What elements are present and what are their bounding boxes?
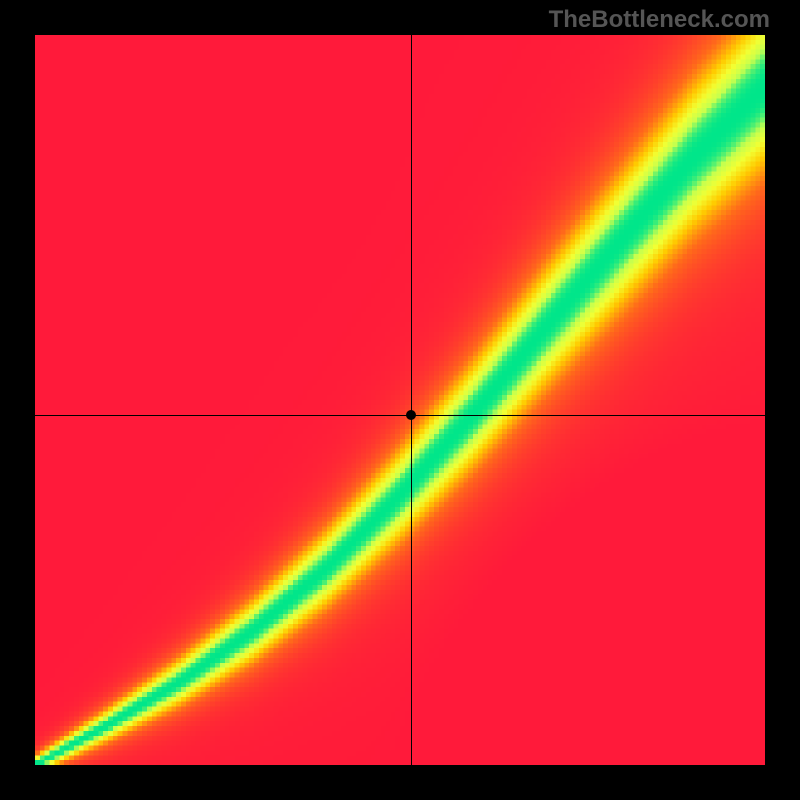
chart-frame: TheBottleneck.com <box>0 0 800 800</box>
crosshair-vertical <box>411 35 412 765</box>
watermark-text: TheBottleneck.com <box>549 6 770 34</box>
crosshair-marker <box>406 410 416 420</box>
heatmap-canvas <box>35 35 765 765</box>
heatmap-plot <box>35 35 765 765</box>
crosshair-horizontal <box>35 415 765 416</box>
